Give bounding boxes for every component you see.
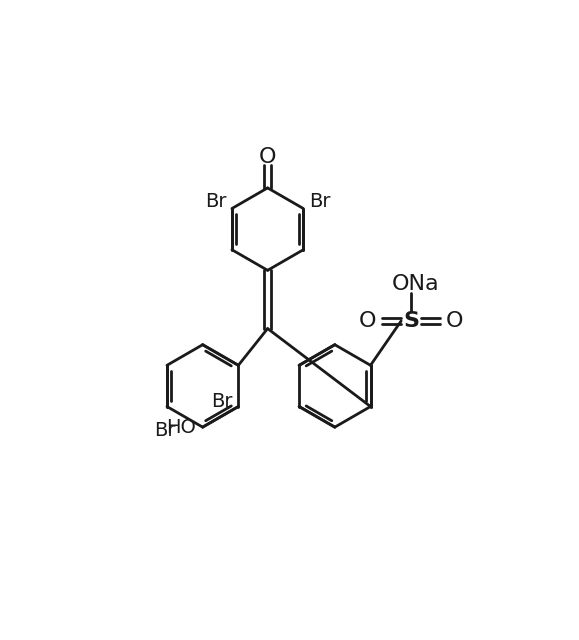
Text: O: O bbox=[446, 311, 464, 331]
Text: Br: Br bbox=[205, 192, 226, 211]
Text: HO: HO bbox=[166, 418, 196, 436]
Text: ONa: ONa bbox=[391, 274, 439, 294]
Text: Br: Br bbox=[211, 392, 233, 411]
Text: Br: Br bbox=[309, 192, 330, 211]
Text: Br: Br bbox=[154, 421, 175, 440]
Text: S: S bbox=[403, 311, 419, 331]
Text: O: O bbox=[358, 311, 376, 331]
Text: O: O bbox=[259, 147, 276, 166]
